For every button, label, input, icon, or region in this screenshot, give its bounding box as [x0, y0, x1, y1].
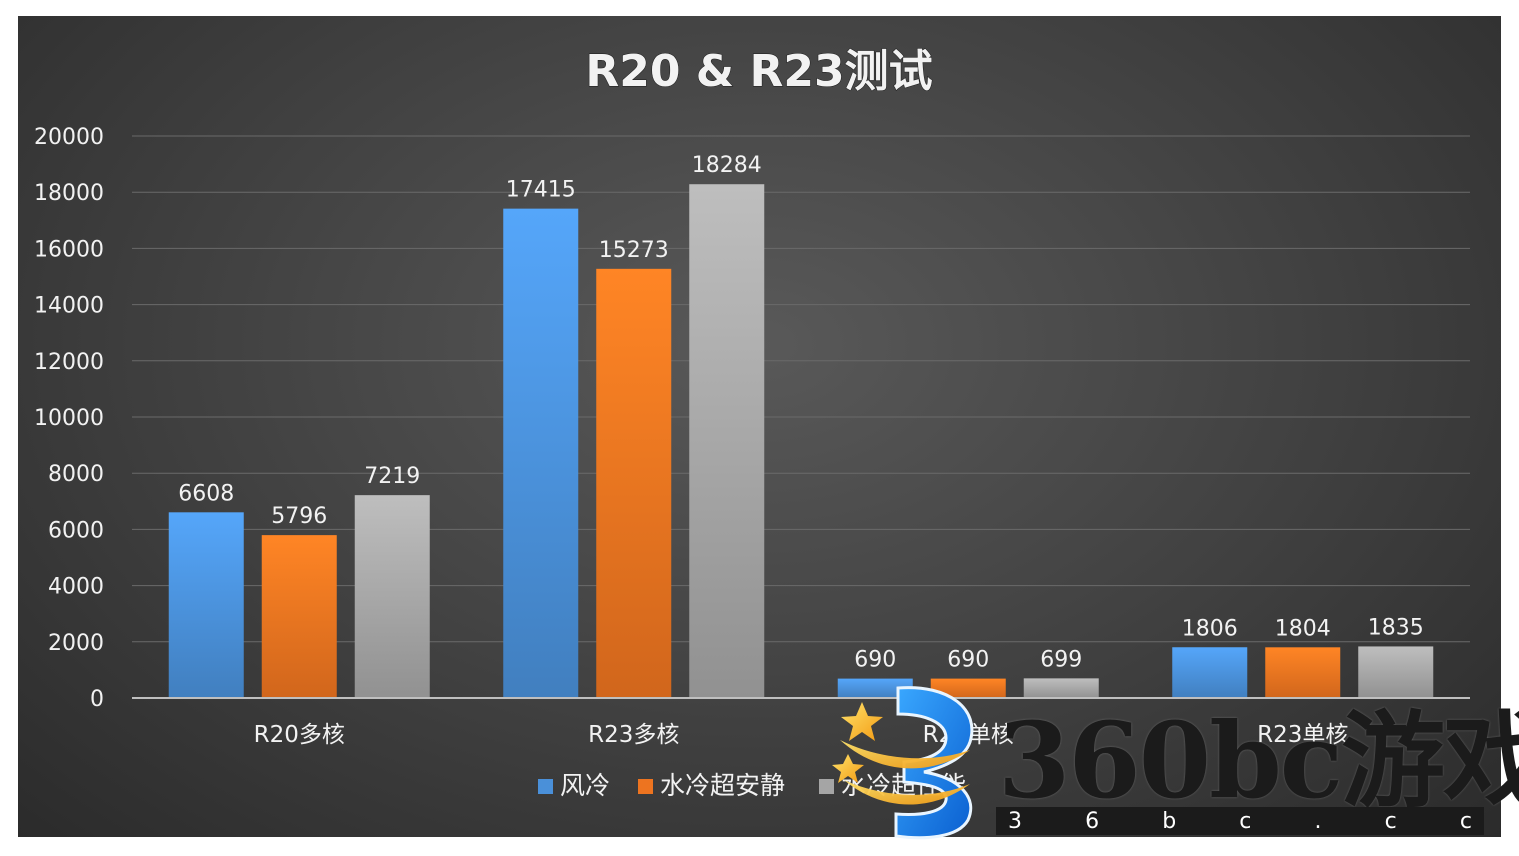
- watermark-strip-char: .: [1314, 808, 1322, 834]
- bar: [837, 678, 913, 698]
- data-label: 1806: [1182, 616, 1238, 641]
- bar: [354, 495, 430, 698]
- data-label: 699: [1040, 647, 1082, 672]
- y-tick-label: 2000: [48, 631, 104, 656]
- data-label: 15273: [599, 238, 669, 263]
- legend-item: 水冷超安静: [638, 771, 785, 800]
- bar: [168, 512, 244, 698]
- data-label: 18284: [692, 153, 762, 178]
- star-s-logo-icon: [832, 686, 974, 840]
- bar: [689, 184, 765, 698]
- y-tick-label: 6000: [48, 518, 104, 543]
- bar-chart: R20 & R23测试 0 2000 4000 6000 8000 10000 12000 1…: [34, 46, 1470, 800]
- chart-title: R20 & R23测试: [585, 46, 932, 97]
- y-axis-ticks: 0 2000 4000 6000 8000 10000 12000 14000 16000 180…: [34, 125, 104, 712]
- watermark: 360bc游戏 3 6 b c . c c: [820, 680, 1519, 840]
- data-label: 7219: [364, 464, 420, 489]
- y-tick-label: 10000: [34, 406, 104, 431]
- watermark-strip-char: c: [1384, 808, 1397, 834]
- legend-label: 水冷超安静: [660, 771, 785, 800]
- y-tick-label: 18000: [34, 181, 104, 206]
- watermark-strip-char: 6: [1085, 808, 1100, 834]
- watermark-strip: 3 6 b c . c c: [996, 807, 1484, 835]
- legend-swatch: [538, 779, 553, 794]
- y-tick-label: 12000: [34, 350, 104, 375]
- data-labels: 6608 5796 7219 17415 15273 18284 690 690 699 1806…: [178, 153, 1424, 672]
- y-tick-label: 20000: [34, 125, 104, 150]
- watermark-strip-char: c: [1239, 808, 1252, 834]
- bar: [261, 535, 337, 698]
- y-tick-label: 0: [90, 687, 104, 712]
- chart-frame: R20 & R23测试 0 2000 4000 6000 8000 10000 12000 1…: [18, 16, 1501, 837]
- y-tick-label: 16000: [34, 237, 104, 262]
- legend-swatch: [819, 779, 834, 794]
- data-label: 690: [947, 648, 989, 673]
- bar: [930, 678, 1006, 698]
- x-tick-label: R23多核: [588, 722, 679, 748]
- bar: [596, 268, 672, 698]
- bar: [503, 208, 579, 699]
- watermark-text: 360bc游戏: [998, 699, 1519, 822]
- data-label: 1835: [1368, 615, 1424, 640]
- legend-label: 风冷: [560, 771, 610, 800]
- y-tick-label: 4000: [48, 575, 104, 600]
- bar: [1172, 647, 1248, 698]
- legend-item: 风冷: [538, 771, 610, 800]
- legend-swatch: [638, 779, 653, 794]
- watermark-strip-char: 3: [1008, 808, 1022, 834]
- bars: [168, 184, 1434, 699]
- bar: [1358, 646, 1434, 698]
- data-label: 5796: [271, 504, 327, 529]
- watermark-strip-char: c: [1459, 808, 1472, 834]
- y-tick-label: 8000: [48, 462, 104, 487]
- legend: 风冷 水冷超安静 水冷超性能: [538, 771, 966, 800]
- x-tick-label: R20多核: [254, 722, 345, 748]
- data-label: 690: [854, 648, 896, 673]
- bar: [1265, 647, 1341, 698]
- watermark-strip-char: b: [1162, 808, 1177, 834]
- data-label: 6608: [178, 481, 234, 506]
- data-label: 17415: [506, 178, 576, 203]
- y-tick-label: 14000: [34, 294, 104, 319]
- data-label: 1804: [1275, 616, 1331, 641]
- bar: [1023, 678, 1099, 698]
- x-tick-label: R23单核: [1257, 722, 1348, 748]
